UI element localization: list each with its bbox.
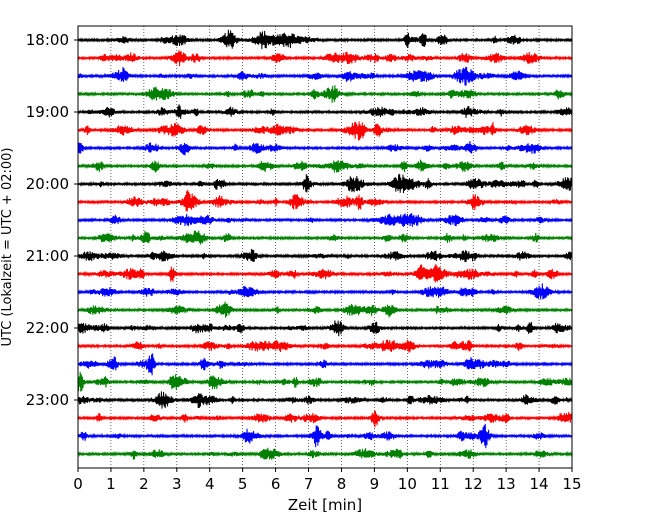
seismogram-trace — [77, 391, 573, 409]
seismogram-trace — [77, 66, 573, 86]
seismogram-trace — [77, 320, 573, 337]
x-tick-label: 11 — [431, 475, 450, 493]
seismogram-trace — [77, 263, 573, 283]
y-tick-label: 18:00 — [26, 31, 69, 49]
seismogram-trace — [77, 447, 573, 460]
y-axis-label: UTC (Lokalzeit = UTC + 02:00) — [0, 148, 15, 347]
y-tick-label: 23:00 — [26, 391, 69, 409]
seismogram-trace — [77, 104, 573, 119]
seismogram-trace — [77, 283, 573, 300]
y-tick-label: 21:00 — [26, 247, 69, 265]
seismogram-trace — [77, 140, 573, 156]
seismogram-trace — [77, 423, 573, 449]
y-tick-label: 20:00 — [26, 175, 69, 193]
seismogram-trace — [77, 230, 573, 245]
y-axis-ticks: 18:00 19:00 20:00 21:00 22:00 23:00 — [26, 31, 78, 409]
x-tick-label: 4 — [205, 475, 215, 493]
x-tick-label: 2 — [139, 475, 149, 493]
x-tick-label: 9 — [370, 475, 380, 493]
x-tick-label: 3 — [172, 475, 182, 493]
seismogram-trace — [77, 410, 573, 428]
seismogram-trace — [77, 29, 573, 50]
x-tick-label: 15 — [562, 475, 581, 493]
seismogram-trace — [77, 121, 573, 141]
seismogram-trace — [77, 159, 573, 173]
x-tick-label: 5 — [238, 475, 248, 493]
x-tick-label: 12 — [464, 475, 483, 493]
x-axis-ticks: 0 1 2 3 4 5 6 7 8 9 10 11 12 13 14 15 — [73, 468, 582, 493]
y-tick-label: 19:00 — [26, 103, 69, 121]
x-tick-label: 8 — [337, 475, 347, 493]
seismogram-trace — [77, 339, 573, 353]
seismogram-trace — [77, 353, 573, 376]
x-tick-label: 0 — [73, 475, 83, 493]
seismogram-trace — [77, 301, 573, 318]
x-tick-label: 10 — [398, 475, 417, 493]
seismogram-trace — [77, 85, 573, 103]
x-tick-label: 6 — [271, 475, 281, 493]
trace-group — [77, 29, 573, 460]
seismogram-trace — [77, 248, 573, 263]
seismogram-trace — [77, 371, 573, 392]
x-tick-label: 14 — [530, 475, 549, 493]
seismogram-trace — [77, 50, 573, 66]
x-tick-label: 1 — [106, 475, 116, 493]
seismogram-trace — [77, 189, 573, 212]
plot-frame — [77, 25, 573, 469]
seismogram-trace — [77, 213, 573, 227]
y-tick-label: 22:00 — [26, 319, 69, 337]
seismogram-trace — [77, 173, 573, 194]
x-tick-label: 7 — [304, 475, 314, 493]
x-axis-label: Zeit [min] — [288, 496, 362, 514]
x-tick-label: 13 — [497, 475, 516, 493]
